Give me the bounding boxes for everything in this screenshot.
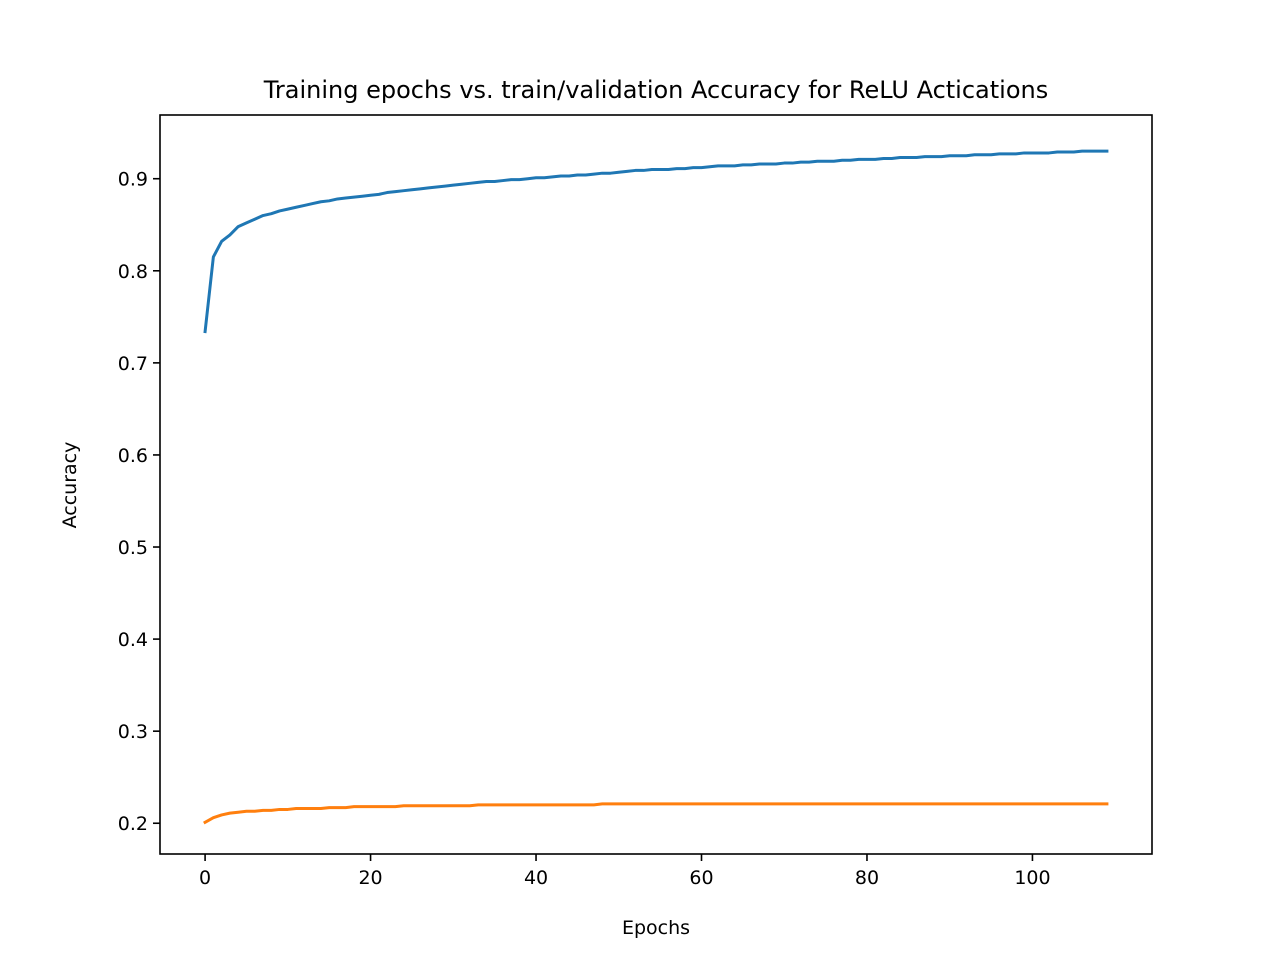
chart-title: Training epochs vs. train/validation Acc…: [263, 76, 1048, 104]
y-tick-label: 0.9: [118, 169, 148, 191]
x-axis-ticks: 0 20 40 60 80 100: [199, 854, 1051, 889]
y-tick-label: 0.8: [118, 261, 148, 283]
x-tick-label: 100: [1014, 867, 1050, 889]
series-line-validation: [203, 802, 1109, 825]
x-tick-label: 0: [199, 867, 211, 889]
x-tick-label: 80: [855, 867, 879, 889]
y-tick-label: 0.4: [118, 629, 148, 651]
x-tick-label: 60: [689, 867, 713, 889]
y-tick-label: 0.5: [118, 537, 148, 559]
y-tick-label: 0.2: [118, 813, 148, 835]
y-axis-ticks: 0.2 0.3 0.4 0.5 0.6 0.7 0.8 0.9: [118, 169, 160, 835]
y-tick-label: 0.3: [118, 721, 148, 743]
x-tick-label: 20: [358, 867, 382, 889]
y-tick-label: 0.7: [118, 353, 148, 375]
y-axis-label: Accuracy: [59, 442, 81, 529]
x-axis-label: Epochs: [622, 917, 690, 939]
x-tick-label: 40: [524, 867, 548, 889]
plot-series-group: [203, 149, 1109, 825]
plot-frame: [159, 114, 1153, 855]
y-tick-label: 0.6: [118, 445, 148, 467]
series-line-train: [203, 149, 1109, 334]
